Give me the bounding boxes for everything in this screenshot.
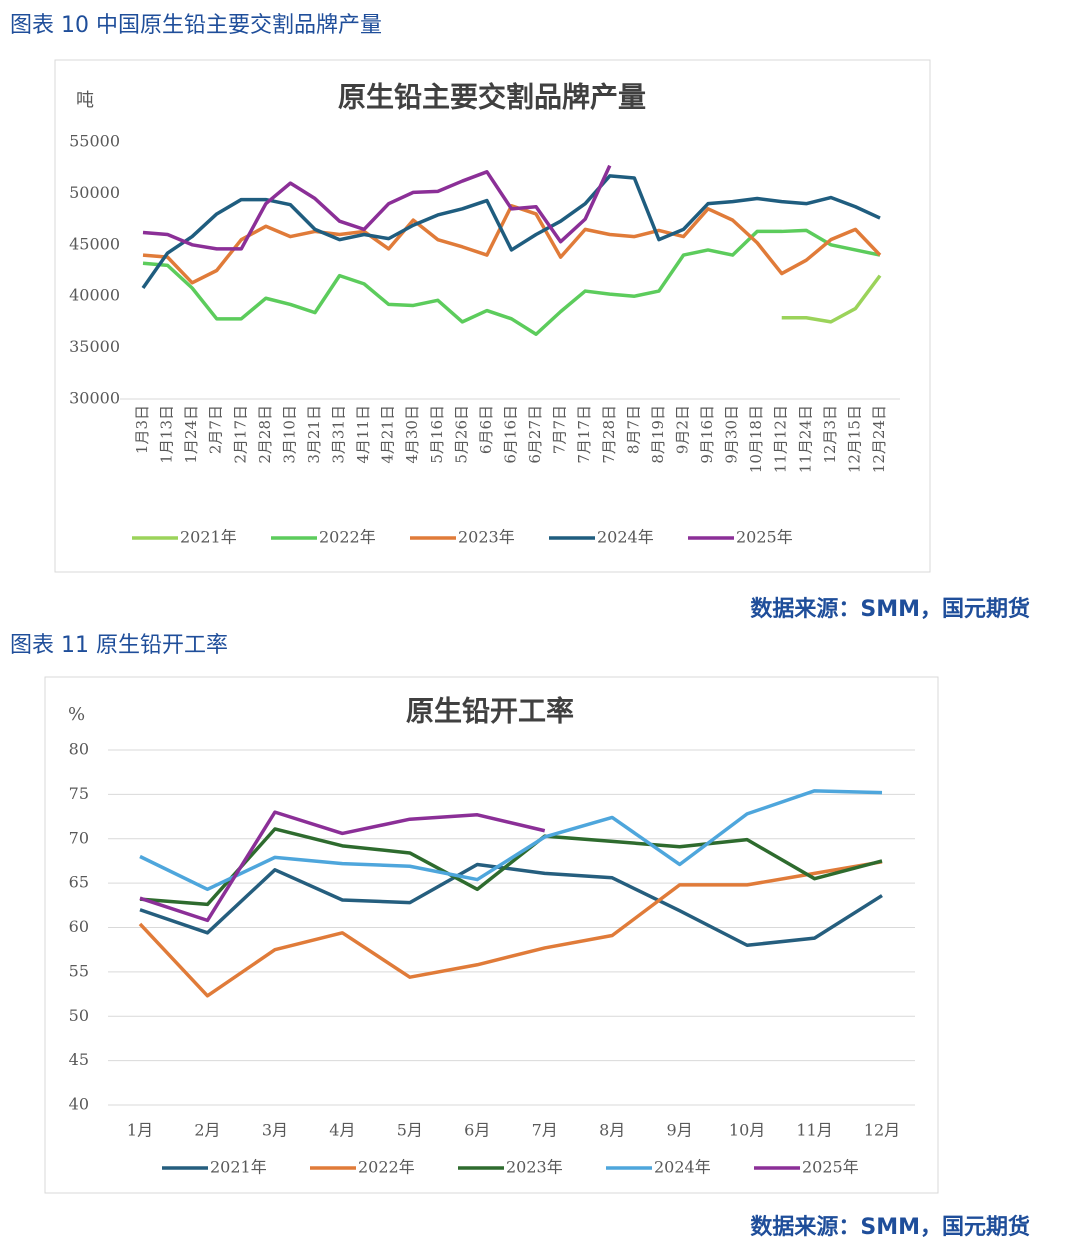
x-tick-label: 12月 (864, 1121, 900, 1140)
x-tick-label: 11月 (796, 1121, 832, 1140)
y-tick-label: 45000 (69, 234, 120, 253)
heading: 图表 11 原生铅开工率 (10, 633, 228, 658)
x-tick-label: 9月16日 (698, 405, 716, 464)
x-tick-label: 1月 (127, 1121, 153, 1140)
x-tick-label: 11月12日 (772, 405, 790, 473)
y-tick-label: 55000 (69, 132, 120, 151)
y-tick-label: 80 (69, 740, 89, 759)
x-tick-label: 12月3日 (821, 405, 839, 464)
x-tick-label: 2月 (194, 1121, 220, 1140)
x-tick-label: 9月2日 (673, 405, 691, 454)
x-tick-label: 12月15日 (845, 405, 863, 473)
x-tick-label: 4月21日 (379, 405, 397, 464)
heading: 图表 10 中国原生铅主要交割品牌产量 (10, 13, 382, 38)
y-tick-label: 40000 (69, 286, 120, 305)
legend-label: 2021年 (210, 1158, 267, 1177)
legend-label: 2023年 (506, 1158, 563, 1177)
chart-title: 原生铅主要交割品牌产量 (338, 81, 646, 114)
y-unit: 吨 (76, 90, 94, 111)
x-tick-label: 1月13日 (158, 405, 176, 464)
y-tick-label: 75 (69, 784, 89, 803)
y-tick-label: 70 (69, 828, 89, 847)
legend-label: 2023年 (458, 528, 515, 547)
series-line (139, 789, 883, 892)
source: 数据来源：SMM，国元期货 (750, 1214, 1030, 1240)
series-line (139, 862, 883, 947)
series-line (139, 810, 546, 923)
y-tick-label: 35000 (69, 337, 120, 356)
legend-label: 2022年 (319, 528, 376, 547)
x-tick-label: 3月31日 (330, 405, 348, 464)
x-tick-label: 6月27日 (526, 405, 544, 464)
x-tick-label: 6月16日 (502, 405, 520, 464)
series-line (781, 274, 882, 324)
x-tick-label: 10月 (729, 1121, 765, 1140)
x-tick-label: 8月19日 (649, 405, 667, 464)
x-tick-label: 5月 (397, 1121, 423, 1140)
legend-label: 2025年 (736, 528, 793, 547)
series-line (142, 228, 881, 336)
series-line (139, 827, 883, 907)
chart-frame (54, 59, 931, 573)
y-tick-label: 50 (69, 1006, 89, 1025)
x-tick-label: 4月30日 (403, 405, 421, 464)
chart-title: 原生铅开工率 (406, 695, 574, 728)
source: 数据来源：SMM，国元期货 (750, 596, 1030, 622)
legend-label: 2021年 (180, 528, 237, 547)
x-tick-label: 3月 (262, 1121, 288, 1140)
x-tick-label: 6月6日 (477, 405, 495, 454)
x-tick-label: 3月10日 (280, 405, 298, 464)
x-tick-label: 5月26日 (452, 405, 470, 464)
x-tick-label: 2月28日 (256, 405, 274, 464)
x-tick-label: 1月24日 (182, 405, 200, 464)
x-tick-label: 8月7日 (624, 405, 642, 454)
x-tick-label: 7月 (532, 1121, 558, 1140)
y-tick-label: 40 (69, 1095, 89, 1114)
legend-label: 2025年 (802, 1158, 859, 1177)
x-tick-label: 2月7日 (207, 405, 225, 454)
y-tick-label: 45 (69, 1050, 89, 1069)
x-tick-label: 7月28日 (600, 405, 618, 464)
y-tick-label: 55 (69, 961, 89, 980)
x-tick-label: 10月18日 (747, 405, 765, 473)
x-tick-label: 3月21日 (305, 405, 323, 464)
y-tick-label: 60 (69, 917, 89, 936)
x-tick-label: 1月3日 (133, 405, 151, 454)
series-line (138, 860, 883, 998)
legend-label: 2024年 (597, 528, 654, 547)
legend-label: 2022年 (358, 1158, 415, 1177)
legend-label: 2024年 (654, 1158, 711, 1177)
x-tick-label: 7月17日 (575, 405, 593, 464)
y-unit: % (68, 704, 85, 725)
x-tick-label: 5月16日 (428, 405, 446, 464)
y-tick-label: 30000 (69, 389, 120, 408)
x-tick-label: 8月 (599, 1121, 625, 1140)
y-tick-label: 65 (69, 873, 89, 892)
x-tick-label: 6月 (464, 1121, 490, 1140)
series-line (141, 174, 881, 289)
series-line (142, 164, 612, 251)
x-tick-label: 4月 (329, 1121, 355, 1140)
x-tick-label: 12月24日 (870, 405, 888, 473)
y-tick-label: 50000 (69, 183, 120, 202)
x-tick-label: 7月7日 (551, 405, 569, 454)
x-tick-label: 11月24日 (796, 405, 814, 473)
x-tick-label: 9月 (667, 1121, 693, 1140)
x-tick-label: 2月17日 (231, 405, 249, 464)
x-tick-label: 9月30日 (723, 405, 741, 464)
x-tick-label: 4月11日 (354, 405, 372, 464)
chart-frame (44, 676, 939, 1194)
